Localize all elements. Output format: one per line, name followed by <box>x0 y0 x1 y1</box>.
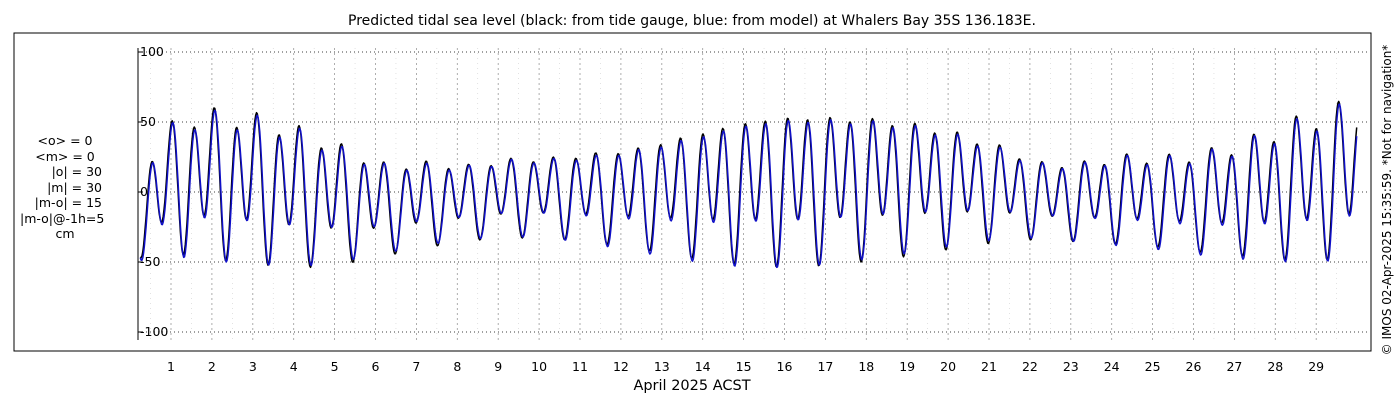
x-tick-label: 16 <box>777 359 793 374</box>
x-tick-label: 29 <box>1308 359 1324 374</box>
stat-units: cm <box>55 226 75 241</box>
x-tick-label: 19 <box>899 359 915 374</box>
x-tick-label: 6 <box>372 359 380 374</box>
x-tick-label: 10 <box>531 359 547 374</box>
x-tick-label: 24 <box>1104 359 1120 374</box>
stats-panel: <o> = 0 <m> = 0 |o| = 30 |m| = 30 |m-o| … <box>20 133 110 242</box>
x-tick-label: 3 <box>249 359 257 374</box>
y-tick-label: 50 <box>140 114 156 129</box>
x-tick-label: 13 <box>654 359 670 374</box>
x-tick-label: 17 <box>817 359 833 374</box>
x-tick-label: 5 <box>331 359 339 374</box>
x-tick-label: 21 <box>981 359 997 374</box>
x-tick-label: 14 <box>695 359 711 374</box>
x-tick-label: 23 <box>1063 359 1079 374</box>
x-tick-label: 27 <box>1226 359 1242 374</box>
outer-frame <box>13 32 1372 352</box>
y-tick-label: 0 <box>140 184 148 199</box>
x-tick-label: 4 <box>290 359 298 374</box>
y-tick-label: -50 <box>140 254 160 269</box>
stat-model-mean: <m> = 0 <box>35 148 95 164</box>
stat-diff: |m-o| = 15 <box>34 195 102 210</box>
x-tick-label: 18 <box>858 359 874 374</box>
stat-obs-mean: <o> = 0 <box>37 133 93 148</box>
stat-diff-lag: |m-o|@-1h=5 <box>20 210 105 226</box>
x-tick-label: 26 <box>1186 359 1202 374</box>
chart-title: Predicted tidal sea level (black: from t… <box>348 13 1036 29</box>
y-tick-label: -100 <box>140 324 168 339</box>
x-tick-label: 22 <box>1022 359 1038 374</box>
x-tick-label: 1 <box>167 359 175 374</box>
series-line-model <box>139 103 1358 269</box>
x-tick-label: 8 <box>453 359 461 374</box>
x-tick-label: 15 <box>736 359 752 374</box>
x-tick-label: 9 <box>494 359 502 374</box>
x-tick-label: 11 <box>572 359 588 374</box>
credit-text: © IMOS 02-Apr-2025 15:35:59. *Not for na… <box>1380 45 1394 356</box>
x-tick-label: 25 <box>1145 359 1161 374</box>
series-layer <box>139 100 1358 269</box>
axis-layer <box>137 48 143 340</box>
x-tick-label: 20 <box>940 359 956 374</box>
stat-obs-abs: |o| = 30 <box>51 164 102 179</box>
x-axis-label: April 2025 ACST <box>633 378 750 394</box>
x-tick-label: 28 <box>1267 359 1283 374</box>
x-tick-label: 7 <box>412 359 420 374</box>
x-tick-label: 12 <box>613 359 629 374</box>
stat-model-abs: |m| = 30 <box>47 179 102 195</box>
x-tick-label: 2 <box>208 359 216 374</box>
y-tick-label: 100 <box>140 44 164 59</box>
